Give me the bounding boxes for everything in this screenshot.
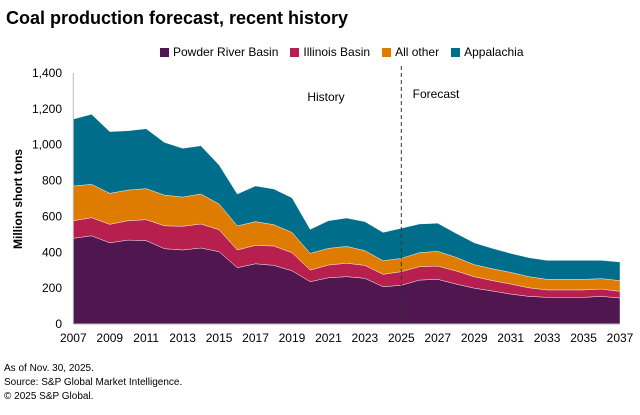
y-tick-label: 800 (42, 174, 62, 188)
x-tick-label: 2021 (315, 331, 342, 345)
x-tick-label: 2015 (206, 331, 233, 345)
legend-label: Powder River Basin (173, 45, 279, 59)
x-tick-label: 2007 (60, 331, 87, 345)
legend-label: All other (395, 45, 440, 59)
x-tick-label: 2025 (388, 331, 415, 345)
x-tick-label: 2013 (169, 331, 196, 345)
footnote-source: Source: S&P Global Market Intelligence. (4, 377, 183, 388)
legend-label: Appalachia (464, 45, 524, 59)
legend-label: Illinois Basin (303, 45, 371, 59)
x-tick-label: 2037 (607, 331, 634, 345)
legend-item-illinois: Illinois Basin (290, 45, 370, 59)
x-tick-label: 2029 (461, 331, 488, 345)
y-tick-label: 0 (55, 317, 62, 331)
y-tick-label: 1,400 (32, 66, 62, 80)
legend-item-prb: Powder River Basin (160, 45, 278, 59)
x-tick-label: 2035 (570, 331, 597, 345)
footnote-date: As of Nov. 30, 2025. (4, 363, 94, 374)
legend-swatch (160, 47, 169, 57)
y-tick-label: 200 (42, 281, 62, 295)
x-tick-label: 2033 (534, 331, 561, 345)
legend-swatch (451, 47, 461, 57)
x-tick-label: 2011 (133, 331, 159, 345)
legend-item-appalachia: Appalachia (451, 45, 524, 59)
area-appalachia (73, 114, 621, 281)
y-tick-label: 1,000 (32, 138, 62, 152)
legend-swatch (382, 47, 392, 57)
footnote-copyright: © 2025 S&P Global. (4, 391, 94, 402)
y-tick-label: 1,200 (32, 102, 62, 116)
y-axis-label: Million short tons (11, 149, 25, 249)
x-tick-label: 2023 (352, 331, 379, 345)
legend: Powder River Basin Illinois Basin All ot… (160, 45, 524, 59)
forecast-label: Forecast (413, 87, 460, 101)
history-label: History (307, 90, 344, 104)
x-tick-label: 2027 (424, 331, 451, 345)
x-tick-label: 2031 (497, 331, 524, 345)
legend-item-other: All other (382, 45, 439, 59)
y-tick-label: 400 (42, 245, 62, 259)
y-tick-label: 600 (42, 209, 62, 223)
legend-swatch (290, 47, 300, 57)
x-tick-label: 2009 (96, 331, 123, 345)
chart-title: Coal production forecast, recent history (6, 8, 349, 28)
x-tick-label: 2017 (242, 331, 269, 345)
x-tick-label: 2019 (279, 331, 306, 345)
